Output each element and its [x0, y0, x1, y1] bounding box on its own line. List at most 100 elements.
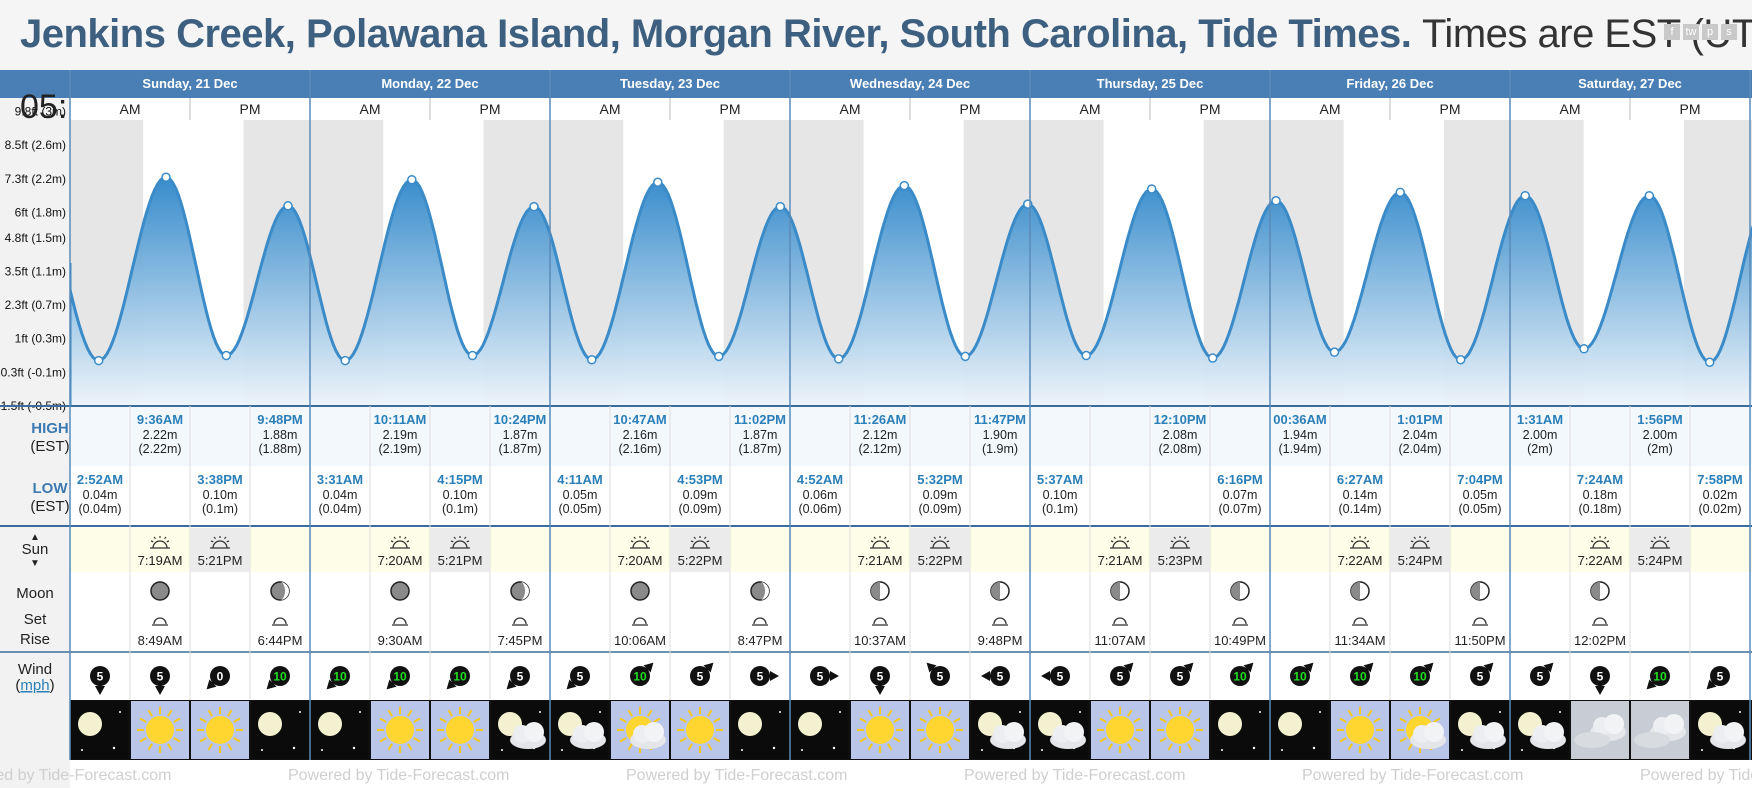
wind-indicator: 5 [1590, 666, 1610, 695]
high-tide-point[interactable] [899, 180, 910, 191]
wind-indicator: 5 [566, 666, 590, 690]
high-tide-point[interactable] [1271, 196, 1281, 206]
wind-indicator: 5 [1470, 662, 1494, 686]
weather-moon-cloudy-icon [491, 701, 549, 759]
high-tide-point[interactable] [1146, 184, 1157, 194]
moon-set-time: 11:34AM [1334, 633, 1385, 648]
y-tick-label: 2.3ft (0.7m) [5, 298, 66, 312]
high-tide-point[interactable] [775, 201, 786, 212]
am-label: AM [1080, 101, 1101, 117]
high-tide-time: 12:10PM [1154, 412, 1207, 427]
high-tide-point[interactable] [283, 201, 293, 211]
low-tide-point[interactable] [1455, 354, 1466, 365]
low-tide-height: 0.10m [203, 488, 238, 502]
low-tide-height: 0.04m [83, 488, 118, 502]
y-tick-label: 7.3ft (2.2m) [5, 172, 66, 186]
wind-indicator: 5 [1706, 666, 1730, 690]
sun-row-label: Sun [22, 541, 49, 558]
footer-band [70, 760, 1752, 788]
weather-sunny-icon [851, 701, 909, 759]
high-tide-point[interactable] [161, 172, 171, 182]
weather-sunny-icon [1331, 701, 1389, 759]
moon-phase-icon [1230, 581, 1250, 601]
low-tide-time: 7:24AM [1577, 472, 1623, 487]
weather-moon-cloudy-icon [551, 701, 609, 759]
low-tide-point[interactable] [714, 351, 724, 362]
y-tick-label: -0.3ft (-0.1m) [0, 365, 66, 379]
high-tide-point[interactable] [1395, 187, 1405, 198]
high-tide-height-alt: (1.88m) [258, 442, 301, 456]
low-tide-point[interactable] [93, 355, 104, 366]
moonrise-icon [1472, 617, 1488, 626]
high-tide-point[interactable] [1644, 190, 1655, 201]
y-tick-label: 4.8ft (1.5m) [5, 231, 66, 245]
wind-indicator: 10 [1410, 662, 1434, 686]
clock-fragment: 05: [20, 88, 67, 126]
low-tide-point[interactable] [833, 354, 844, 364]
low-tide-time: 3:38PM [197, 472, 243, 487]
low-tide-point[interactable] [1704, 357, 1715, 368]
low-tide-point[interactable] [1081, 350, 1091, 361]
high-tide-point[interactable] [529, 201, 539, 212]
low-tide-time: 4:52AM [797, 472, 843, 487]
wind-indicator: 10 [1646, 666, 1670, 690]
low-tide-point[interactable] [1207, 353, 1218, 363]
high-tide-height: 2.16m [623, 428, 658, 442]
moon-phase-icon [1590, 581, 1610, 601]
low-tide-height-alt: (0.1m) [1042, 502, 1078, 516]
weather-moon-cloudy-icon [1511, 701, 1569, 759]
moon-phase-icon [1350, 581, 1370, 601]
high-tide-height: 1.87m [503, 428, 538, 442]
day-header: Friday, 26 Dec [1346, 76, 1433, 91]
high-tide-height-alt: (1.94m) [1278, 442, 1321, 456]
high-tide-time: 00:36AM [1273, 412, 1326, 427]
low-tide-point[interactable] [1329, 347, 1340, 357]
moon-set-time: 8:49AM [138, 633, 183, 648]
sunrise-icon [870, 536, 890, 549]
wind-indicator: 5 [506, 666, 530, 690]
high-tide-height: 2.22m [143, 428, 178, 442]
high-tide-height: 2.12m [863, 428, 898, 442]
footer-credit: Powered by Tide-Forecast.com [626, 767, 847, 784]
high-tide-height: 1.94m [1283, 428, 1318, 442]
low-tide-point[interactable] [587, 354, 597, 365]
weather-moon-clear-icon [251, 701, 309, 759]
high-tide-point[interactable] [407, 174, 417, 185]
wind-speed: 10 [453, 670, 467, 684]
high-tide-time: 9:36AM [137, 412, 183, 427]
weather-sunny-icon [431, 701, 489, 759]
low-tide-point[interactable] [960, 351, 971, 362]
moon-band [70, 572, 1752, 652]
wind-speed: 10 [393, 670, 407, 684]
sun-down-arrow-icon: ▼ [30, 558, 40, 569]
wind-row: 5 5 0 10 10 10 10 5 5 10 5 5 5 5 5 5 5 5 5 10 10 10 10 5 5 5 10 5 [90, 662, 1730, 695]
am-label: AM [600, 101, 621, 117]
high-tide-height: 1.90m [983, 428, 1018, 442]
wind-unit-link[interactable]: mph [20, 677, 49, 694]
share-facebook-button[interactable]: f [1664, 24, 1680, 40]
moon-phase-icon [150, 581, 170, 601]
low-tide-point[interactable] [340, 355, 350, 366]
high-tide-point[interactable] [1520, 190, 1530, 201]
moon-phase-icon [750, 581, 770, 601]
pm-label: PM [1680, 101, 1701, 117]
wind-speed: 5 [817, 670, 824, 684]
low-tide-point[interactable] [221, 350, 232, 361]
low-tide-point[interactable] [1579, 344, 1589, 354]
day-header: Thursday, 25 Dec [1097, 76, 1204, 91]
high-tide-time: 11:47PM [974, 412, 1026, 427]
weather-sun-cloud-icon [611, 701, 669, 759]
share-pinterest-button[interactable]: p [1702, 24, 1718, 40]
high-tide-point[interactable] [653, 177, 663, 187]
moon-rise-time: 8:47PM [738, 633, 783, 648]
share-twitter-button[interactable]: tw [1683, 24, 1699, 40]
moon-phase-icon [870, 581, 890, 601]
low-tide-point[interactable] [467, 350, 478, 361]
location-title: Jenkins Creek, Polawana Island, Morgan R… [20, 12, 1412, 56]
share-sms-button[interactable]: s [1721, 24, 1737, 40]
low-tide-time: 4:53PM [677, 472, 723, 487]
high-tide-time: 10:11AM [374, 412, 427, 427]
sunrise-time: 7:22AM [1338, 553, 1383, 568]
